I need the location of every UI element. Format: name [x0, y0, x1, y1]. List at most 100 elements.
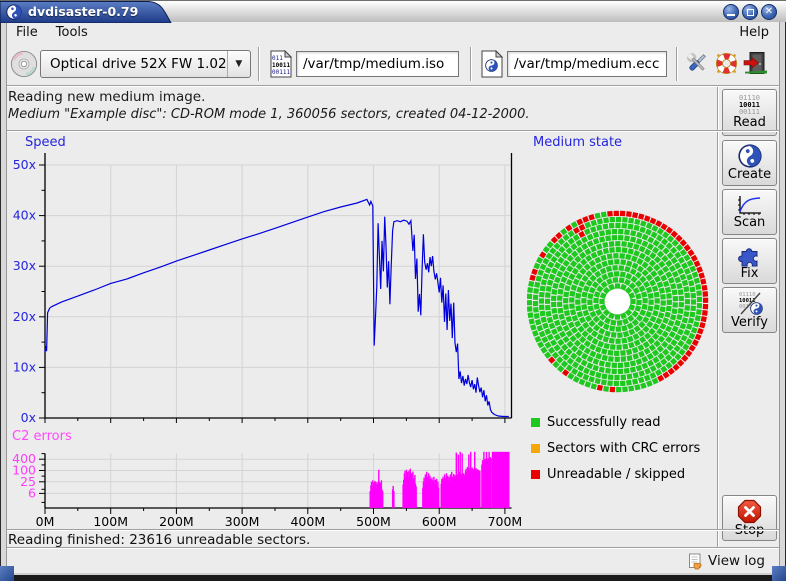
- create-button[interactable]: Create: [722, 140, 777, 186]
- puzzle-icon: [737, 248, 757, 267]
- chevron-down-icon[interactable]: ▼: [226, 51, 250, 77]
- app-yin-yang-icon: [6, 4, 22, 20]
- svg-text:100M: 100M: [93, 514, 128, 529]
- svg-text:011: 011: [272, 55, 283, 62]
- scan-button[interactable]: Scan: [722, 189, 777, 235]
- svg-text:00111: 00111: [272, 69, 290, 76]
- svg-text:200M: 200M: [159, 514, 194, 529]
- fix-button[interactable]: Fix: [722, 238, 777, 284]
- svg-text:10011: 10011: [272, 62, 290, 69]
- svg-text:600M: 600M: [422, 514, 457, 529]
- ecc-path-input[interactable]: [507, 51, 667, 77]
- svg-text:10011: 10011: [739, 298, 756, 304]
- status-action: Reading new medium image.: [8, 89, 206, 105]
- svg-text:6: 6: [28, 485, 36, 500]
- read-button[interactable]: 01110 10011 00111 Read: [722, 89, 777, 136]
- svg-text:500M: 500M: [356, 514, 391, 529]
- legend-item: Sectors with CRC errors: [531, 441, 700, 456]
- read-button-label: Read: [733, 115, 766, 131]
- window-frame-left: [0, 22, 7, 573]
- legend-label: Successfully read: [547, 415, 661, 430]
- legend-item: Successfully read: [531, 415, 700, 430]
- speed-chart-title: Speed: [25, 135, 66, 150]
- medium-state-legend: Successfully read Sectors with CRC error…: [531, 415, 700, 493]
- status-area: Reading new medium image. Medium "Exampl…: [8, 89, 711, 122]
- toolbar-separator: [470, 47, 472, 81]
- menu-file[interactable]: File: [16, 25, 38, 40]
- svg-text:40x: 40x: [13, 208, 36, 223]
- svg-text:10x: 10x: [13, 359, 36, 374]
- legend-swatch-crc: [531, 444, 540, 453]
- drive-select[interactable]: Optical drive 52X FW 1.02 ▼: [40, 50, 251, 78]
- separator: [7, 547, 779, 549]
- menu-bar: File Tools Help: [7, 22, 779, 43]
- legend-swatch-bad: [531, 470, 540, 479]
- svg-text:0x: 0x: [21, 410, 36, 425]
- verify-button[interactable]: 01110 10011 00111 Verify: [722, 287, 777, 333]
- window-title: dvdisaster-0.79: [28, 4, 139, 19]
- svg-text:50x: 50x: [13, 157, 36, 172]
- legend-swatch-good: [531, 418, 540, 427]
- cd-icon: [10, 50, 38, 78]
- yin-yang-icon: [737, 144, 762, 169]
- svg-text:400M: 400M: [290, 514, 325, 529]
- maximize-button[interactable]: [742, 4, 758, 20]
- toolbar-separator: [676, 47, 678, 81]
- binary-read-icon: 01110 10011 00111: [738, 94, 761, 117]
- svg-text:0M: 0M: [36, 514, 55, 529]
- view-log-label: View log: [708, 553, 765, 569]
- ecc-file-icon: [481, 50, 504, 78]
- close-icon: ✕: [764, 6, 774, 17]
- svg-text:700M: 700M: [488, 514, 523, 529]
- close-button[interactable]: ✕: [761, 4, 777, 20]
- separator: [7, 130, 779, 132]
- svg-text:100: 100: [12, 463, 36, 478]
- sidebar-separator: [717, 87, 719, 547]
- window-frame-bottom: [0, 573, 786, 581]
- verify-button-label: Verify: [731, 315, 768, 331]
- title-tab: [0, 1, 172, 23]
- exit-door-icon[interactable]: [742, 50, 769, 77]
- svg-text:25: 25: [20, 474, 36, 489]
- lifebuoy-icon[interactable]: [713, 50, 740, 77]
- iso-path-input[interactable]: [296, 51, 459, 77]
- stop-octagon-icon: [737, 499, 762, 523]
- view-log-icon: [689, 553, 702, 569]
- separator: [7, 529, 779, 531]
- drive-select-value: Optical drive 52X FW 1.02: [50, 56, 227, 72]
- menu-tools[interactable]: Tools: [55, 25, 88, 40]
- fix-button-label: Fix: [740, 265, 759, 281]
- menu-help[interactable]: Help: [739, 25, 769, 40]
- tools-icon[interactable]: [684, 50, 711, 77]
- legend-label: Unreadable / skipped: [547, 467, 686, 482]
- window-corner-left[interactable]: [0, 566, 14, 581]
- window-corner-right[interactable]: [772, 566, 786, 581]
- legend-label: Sectors with CRC errors: [547, 441, 701, 456]
- svg-text:01110: 01110: [739, 292, 756, 298]
- stop-button[interactable]: Stop: [722, 495, 777, 541]
- toolbar: Optical drive 52X FW 1.02 ▼ 011 10011 00…: [7, 43, 779, 85]
- c2-errors-title: C2 errors: [12, 429, 72, 444]
- medium-state-disc: [527, 210, 709, 393]
- svg-text:300M: 300M: [225, 514, 260, 529]
- svg-text:20x: 20x: [13, 309, 36, 324]
- legend-item: Unreadable / skipped: [531, 467, 700, 482]
- view-log-button[interactable]: View log: [688, 551, 765, 571]
- title-bar[interactable]: dvdisaster-0.79 ✕: [0, 0, 786, 23]
- medium-state-title: Medium state: [533, 135, 623, 150]
- separator: [7, 85, 779, 87]
- read-result-status: Reading finished: 23616 unreadable secto…: [8, 532, 311, 548]
- svg-text:30x: 30x: [13, 258, 36, 273]
- iso-file-icon: 011 10011 00111: [270, 50, 293, 78]
- minimize-button[interactable]: [723, 4, 739, 20]
- scan-curve-icon: [738, 196, 761, 216]
- maximize-icon: [746, 8, 754, 16]
- window-frame-right: [779, 22, 786, 573]
- svg-text:400: 400: [12, 451, 36, 466]
- status-medium-info: Medium "Example disc": CD-ROM mode 1, 36…: [8, 107, 530, 122]
- create-button-label: Create: [727, 167, 772, 183]
- verify-binary-icon: 01110 10011 00111: [739, 292, 763, 315]
- scan-button-label: Scan: [733, 215, 766, 231]
